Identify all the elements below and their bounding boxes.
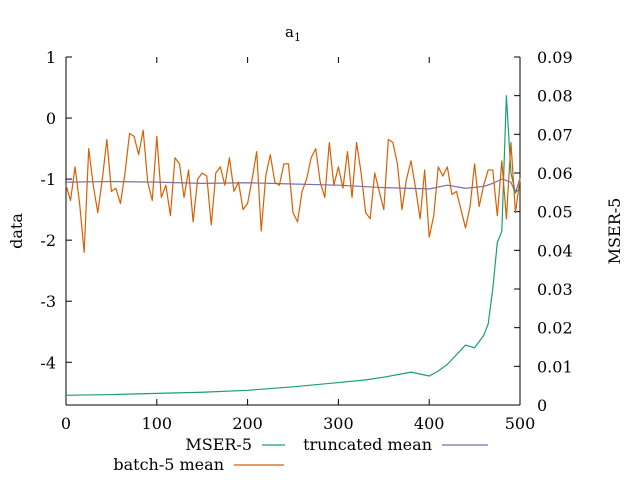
y2-axis-ticks: 0 0.01 0.02 0.03 0.04 0.05 0.06 0.07 0.08 0.09 xyxy=(514,48,573,415)
y-tick-label: -2 xyxy=(40,231,56,250)
y2-tick-label: 0.02 xyxy=(537,319,573,338)
x-axis-ticks: 0 100 200 300 400 500 xyxy=(61,57,535,433)
y-tick-label: -4 xyxy=(40,353,56,372)
y-axis-ticks: 1 0 -1 -2 -3 -4 xyxy=(40,48,72,372)
legend: MSER-5 truncated mean batch-5 mean xyxy=(113,435,488,474)
series-line-batch xyxy=(65,129,521,253)
y2-tick-label: 0.09 xyxy=(537,48,573,67)
y-tick-label: -3 xyxy=(40,292,56,311)
x-tick-label: 200 xyxy=(232,414,263,433)
y2-tick-label: 0.04 xyxy=(537,241,573,260)
y2-tick-label: 0 xyxy=(537,396,547,415)
chart-title-subscript: 1 xyxy=(294,31,301,44)
y-tick-label: -1 xyxy=(40,170,56,189)
legend-label-truncated: truncated mean xyxy=(303,435,432,454)
series-line-mser xyxy=(65,95,521,396)
legend-label-batch: batch-5 mean xyxy=(113,455,224,474)
y-tick-label: 1 xyxy=(46,48,56,67)
series-line-truncated xyxy=(65,177,521,194)
chart-title-text: a xyxy=(285,23,294,41)
series-layer xyxy=(65,95,521,396)
y2-tick-label: 0.08 xyxy=(537,87,573,106)
y2-tick-label: 0.06 xyxy=(537,164,573,183)
legend-label-mser: MSER-5 xyxy=(185,435,252,454)
y2-axis-label: MSER-5 xyxy=(605,198,624,265)
x-tick-label: 500 xyxy=(505,414,536,433)
x-tick-label: 100 xyxy=(142,414,173,433)
y2-tick-label: 0.03 xyxy=(537,280,573,299)
x-tick-label: 0 xyxy=(61,414,71,433)
y2-tick-label: 0.01 xyxy=(537,357,573,376)
plot-frame xyxy=(65,57,521,406)
y2-tick-label: 0.07 xyxy=(537,125,573,144)
y-tick-label: 0 xyxy=(46,109,56,128)
x-tick-label: 400 xyxy=(414,414,445,433)
x-tick-label: 300 xyxy=(323,414,354,433)
y2-tick-label: 0.05 xyxy=(537,203,573,222)
y-axis-label: data xyxy=(7,213,26,249)
svg-text:a1: a1 xyxy=(285,23,301,44)
chart-title: a1 xyxy=(285,23,301,44)
